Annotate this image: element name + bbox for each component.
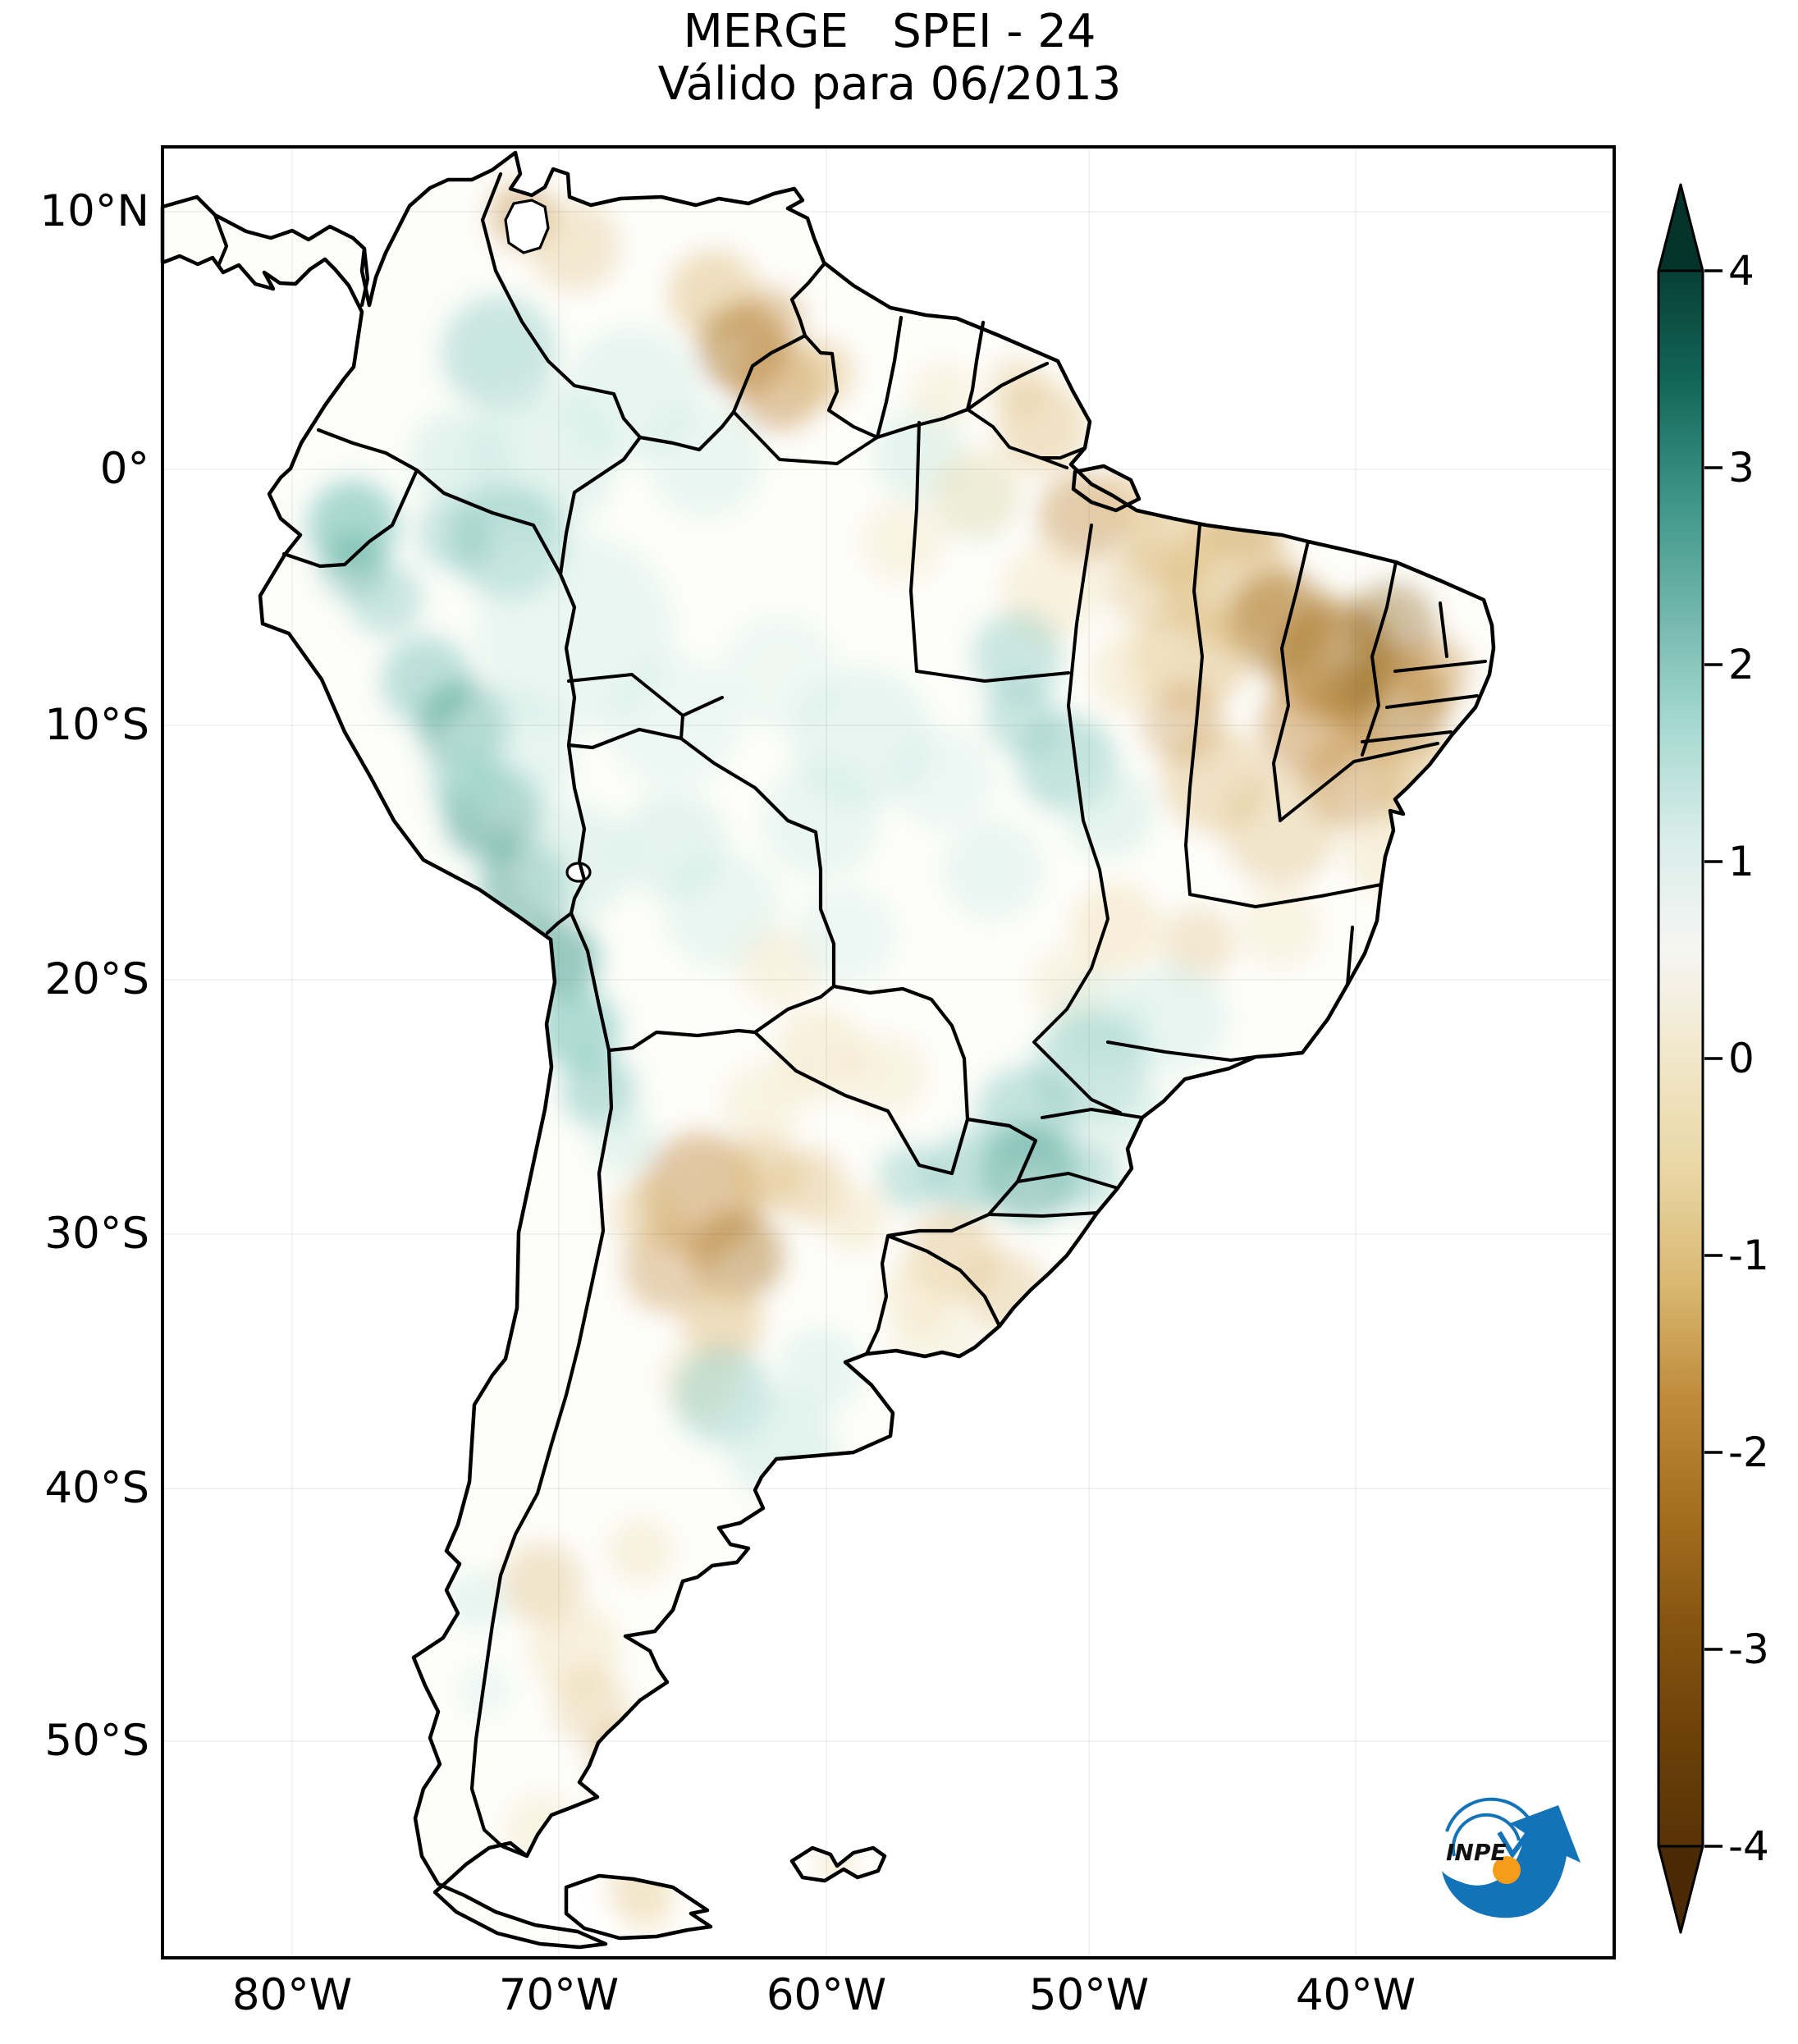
spei-raster-blob <box>894 730 993 829</box>
lake-titicaca <box>565 862 592 883</box>
spei-raster-blob <box>501 1543 583 1625</box>
spei-raster-blob <box>1120 964 1227 1071</box>
colorbar-outline <box>1657 183 1704 1934</box>
inpe-orbit-outer-icon <box>1445 1797 1540 1861</box>
spei-raster-blob <box>648 402 763 517</box>
coastline-marajo-island <box>1071 464 1141 513</box>
spei-raster-blob <box>554 1670 628 1744</box>
spei-raster-layer <box>308 182 1469 1941</box>
spei-raster-blob <box>911 361 977 427</box>
coastline-falkland-islands <box>789 1845 887 1883</box>
spei-raster-blob <box>441 295 556 410</box>
spei-raster-blob <box>620 1883 677 1941</box>
spei-raster-blob <box>985 681 1059 755</box>
spei-raster-blob <box>1104 537 1194 628</box>
spei-raster-blob <box>722 1063 804 1145</box>
colorbar-gradient <box>1658 271 1703 1846</box>
colorbar-tick-label: 0 <box>1728 1035 1755 1082</box>
colorbar-tick-label: 2 <box>1728 641 1755 688</box>
lat-tick-label: 0° <box>99 444 149 494</box>
lake-maracaibo <box>504 199 550 254</box>
spei-raster-blob <box>443 689 574 821</box>
spei-raster-blob <box>739 287 804 353</box>
lon-tick-label: 80°W <box>231 1970 353 2020</box>
colorbar-under-arrow <box>1658 1846 1703 1932</box>
inpe-logo: INPE <box>1442 1797 1581 1918</box>
spei-raster-blob <box>611 1177 685 1251</box>
lat-tick-label: 40°S <box>44 1463 149 1513</box>
spei-raster-blob <box>1063 767 1153 857</box>
spei-raster-blob <box>775 1009 866 1100</box>
lat-tick-label: 10°N <box>39 186 149 236</box>
inpe-orbit-inner-icon <box>1451 1813 1521 1857</box>
spei-raster-blob <box>780 1329 862 1411</box>
spei-raster-blob <box>821 1186 886 1251</box>
spei-raster-blob <box>607 1518 673 1584</box>
spei-raster-blob <box>1071 882 1161 972</box>
map-frame <box>161 145 1616 1959</box>
coastline-tierra-del-fuego <box>564 1873 713 1941</box>
spei-raster-blob <box>763 763 878 878</box>
inpe-swoosh-arrow-icon <box>1442 1805 1581 1918</box>
inpe-logo-text: INPE <box>1446 1839 1507 1866</box>
inpe-down-arrow-icon <box>1497 1831 1530 1859</box>
spei-raster-blob <box>447 1571 505 1629</box>
lon-tick-label: 60°W <box>766 1970 887 2020</box>
spei-raster-blob <box>784 1456 874 1547</box>
lakes <box>504 199 592 883</box>
colorbar <box>1657 183 1723 1934</box>
inpe-orange-ball-icon <box>1493 1856 1521 1884</box>
lon-tick-label: 70°W <box>498 1970 620 2020</box>
coastlines <box>160 150 1496 1950</box>
lon-tick-label: 50°W <box>1028 1970 1150 2020</box>
colorbar-tick-label: 3 <box>1728 444 1755 492</box>
spei-raster-blob <box>944 821 1042 919</box>
colorbar-tick-label: -1 <box>1728 1232 1769 1279</box>
spei-raster-blob <box>1161 907 1235 981</box>
spei-raster-blob <box>349 562 423 636</box>
spei-raster-blob <box>989 357 1046 414</box>
chart-subtitle: Válido para 06/2013 <box>657 57 1122 111</box>
spei-raster-blob <box>681 1280 763 1362</box>
spei-raster-blob <box>931 447 1022 537</box>
lat-tick-label: 50°S <box>44 1716 149 1766</box>
colorbar-tick-label: -4 <box>1728 1822 1769 1870</box>
spei-raster-blob <box>845 1034 927 1116</box>
spei-raster-blob <box>833 1506 907 1580</box>
chart-title: MERGE SPEI - 24 <box>683 5 1096 58</box>
graticule <box>162 147 1614 1958</box>
lat-tick-label: 10°S <box>44 700 149 750</box>
lat-tick-label: 30°S <box>44 1209 149 1259</box>
spei-raster-blob <box>417 496 491 570</box>
lat-tick-label: 20°S <box>44 954 149 1004</box>
state-borders-brazil <box>567 408 1487 1218</box>
spei-raster-blob <box>693 1210 784 1301</box>
spei-raster-blob <box>862 501 944 583</box>
spei-raster-blob <box>1046 1136 1120 1210</box>
colorbar-tick-label: -3 <box>1728 1626 1769 1673</box>
spei-raster-blob <box>529 201 620 291</box>
spei-raster-blob <box>927 1132 1009 1214</box>
spei-raster-blob <box>878 1145 944 1210</box>
spei-raster-blob <box>517 804 632 919</box>
spei-raster-blob <box>1223 771 1338 886</box>
colorbar-tick-label: -2 <box>1728 1429 1769 1476</box>
colorbar-over-arrow <box>1658 185 1703 271</box>
spei-raster-blob <box>796 886 894 985</box>
coastline-mainland <box>160 150 1496 1950</box>
lon-tick-label: 40°W <box>1295 1970 1416 2020</box>
spei-raster-blob <box>1091 632 1174 714</box>
colorbar-tick-label: 4 <box>1728 247 1755 295</box>
spei-raster-blob <box>1395 636 1469 710</box>
country-borders <box>213 171 1050 1859</box>
colorbar-tick-label: 1 <box>1728 838 1755 885</box>
